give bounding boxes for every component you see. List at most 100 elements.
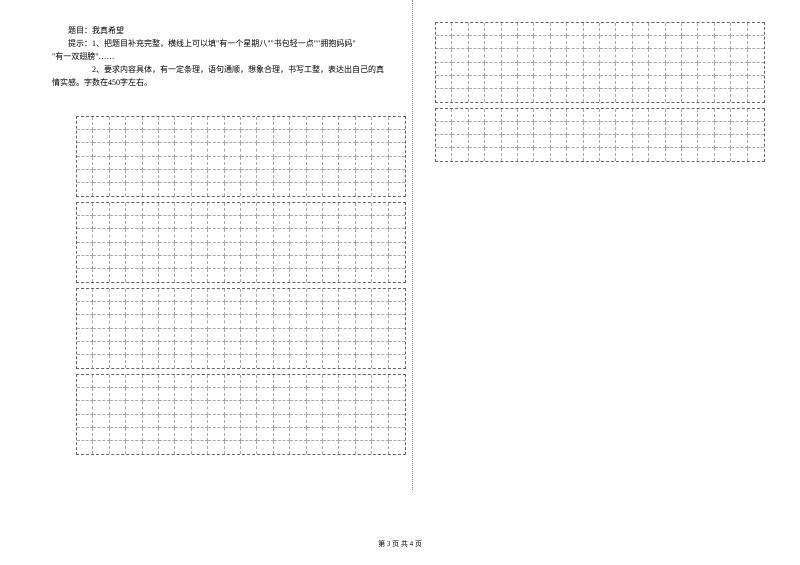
grid-cell [682, 63, 698, 76]
grid-cell [257, 243, 273, 256]
grid-cell [241, 216, 257, 229]
grid-cell [77, 117, 93, 130]
grid-cell [110, 183, 126, 196]
grid-cell [192, 388, 208, 401]
grid-cell [339, 375, 355, 388]
grid-cell [715, 89, 731, 102]
grid-cell [389, 170, 405, 183]
grid-cell [143, 428, 159, 441]
grid-cell [257, 302, 273, 315]
grid-cell [534, 49, 550, 62]
grid-cell [436, 148, 452, 161]
grid-cell [372, 243, 388, 256]
grid-cell [600, 148, 616, 161]
grid-cell [126, 157, 142, 170]
grid-cell [241, 388, 257, 401]
grid-cell [126, 229, 142, 242]
grid-cell [159, 229, 175, 242]
grid-cell [584, 76, 600, 89]
grid-cell [225, 229, 241, 242]
grid-cell [77, 329, 93, 342]
grid-cell [274, 428, 290, 441]
grid-cell [616, 36, 632, 49]
grid-cell [731, 109, 747, 122]
grid-cell [290, 269, 306, 282]
grid-cell [143, 157, 159, 170]
grid-cell [616, 109, 632, 122]
grid-cell [208, 256, 224, 269]
grid-cell [339, 329, 355, 342]
grid-cell [551, 109, 567, 122]
grid-cell [389, 203, 405, 216]
grid-cell [208, 329, 224, 342]
grid-cell [93, 342, 109, 355]
grid-cell [290, 170, 306, 183]
grid-cell [126, 428, 142, 441]
grid-cell [389, 302, 405, 315]
grid-cell [389, 355, 405, 368]
grid-cell [339, 441, 355, 454]
writing-grid-block [76, 374, 406, 455]
writing-grid-block [76, 116, 406, 197]
grid-cell [143, 216, 159, 229]
grid-cell [274, 203, 290, 216]
writing-grid-block [76, 288, 406, 369]
grid-cell [748, 23, 764, 36]
grid-cell [372, 203, 388, 216]
grid-cell [77, 130, 93, 143]
grid-cell [372, 315, 388, 328]
grid-cell [159, 157, 175, 170]
grid-cell [307, 183, 323, 196]
grid-cell [175, 329, 191, 342]
grid-cell [584, 36, 600, 49]
grid-cell [436, 122, 452, 135]
prompt-tip2a: 2、要求内容具体，有一定条理，语句通顺，想象合理，书写工整，表达出自己的真 [52, 63, 407, 76]
grid-cell [748, 89, 764, 102]
grid-cell [126, 315, 142, 328]
grid-cell [731, 23, 747, 36]
grid-cell [208, 342, 224, 355]
grid-cell [110, 143, 126, 156]
grid-cell [225, 243, 241, 256]
grid-cell [502, 148, 518, 161]
prompt-tip2b: 情实感。字数在450字左右。 [52, 76, 407, 89]
grid-cell [143, 203, 159, 216]
grid-cell [274, 157, 290, 170]
grid-cell [93, 216, 109, 229]
grid-cell [372, 428, 388, 441]
grid-cell [225, 401, 241, 414]
grid-cell [274, 375, 290, 388]
grid-cell [649, 122, 665, 135]
grid-cell [372, 117, 388, 130]
grid-cell [682, 89, 698, 102]
grid-cell [159, 401, 175, 414]
grid-cell [551, 23, 567, 36]
grid-cell [339, 130, 355, 143]
grid-cell [389, 401, 405, 414]
grid-cell [584, 23, 600, 36]
grid-cell [323, 203, 339, 216]
grid-cell [208, 157, 224, 170]
grid-cell [389, 415, 405, 428]
grid-cell [323, 342, 339, 355]
grid-cell [649, 36, 665, 49]
grid-cell [159, 269, 175, 282]
grid-cell [389, 243, 405, 256]
grid-cell [698, 89, 714, 102]
grid-cell [110, 170, 126, 183]
grid-cell [339, 269, 355, 282]
grid-cell [225, 203, 241, 216]
grid-cell [241, 203, 257, 216]
grid-cell [748, 49, 764, 62]
grid-cell [698, 109, 714, 122]
grid-cell [110, 157, 126, 170]
grid-cell [274, 342, 290, 355]
grid-cell [93, 289, 109, 302]
grid-cell [175, 269, 191, 282]
grid-cell [633, 109, 649, 122]
grid-cell [192, 216, 208, 229]
grid-cell [436, 135, 452, 148]
grid-cell [356, 401, 372, 414]
grid-cell [372, 355, 388, 368]
grid-cell [159, 117, 175, 130]
